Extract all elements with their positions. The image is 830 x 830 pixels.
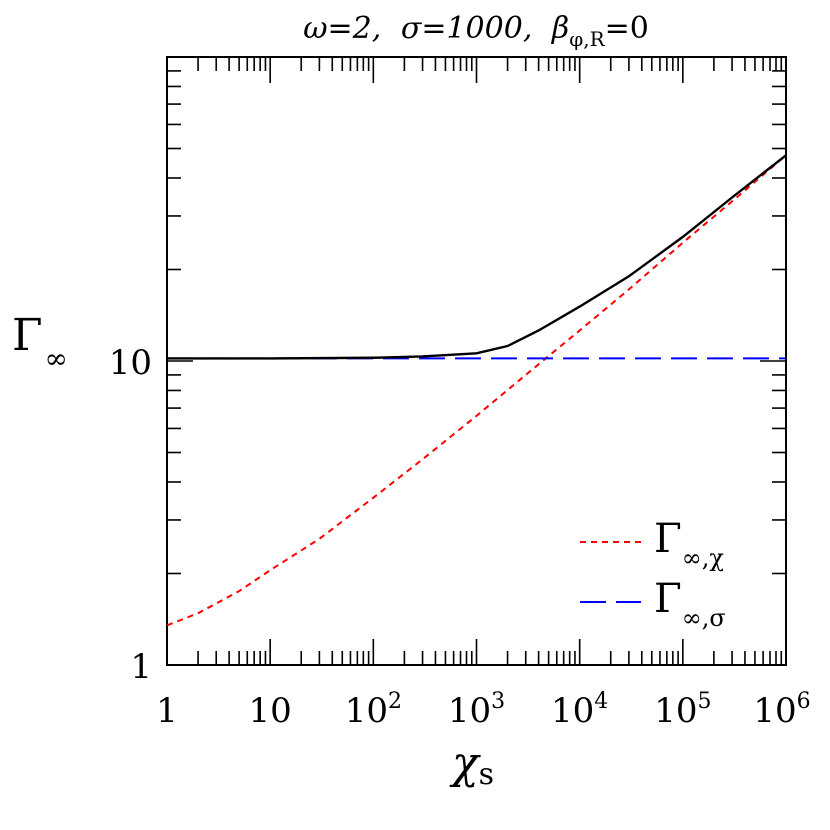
y-tick-label: 10 [109, 343, 152, 383]
y-axis-label: Γ∞ [12, 310, 68, 375]
y-tick-label: 1 [130, 647, 152, 687]
chart-title: ω=2, σ=1000, βφ,R=0 [303, 11, 649, 51]
x-tick-label: 1 [156, 691, 178, 731]
x-tick-label: 104 [551, 689, 608, 731]
x-tick-label: 103 [448, 689, 505, 731]
legend-label-gamma-chi: Γ∞,χ [654, 516, 724, 572]
x-tick-label: 10 [249, 691, 292, 731]
series-layer [166, 154, 787, 627]
axis-ticks [166, 56, 787, 666]
series-line-gamma-chi [166, 154, 787, 627]
series-line-total [167, 154, 787, 360]
legend-label-gamma-sigma: Γ∞,σ [654, 576, 726, 632]
x-axis-label: χs [449, 738, 494, 792]
plot-frame [166, 56, 787, 666]
legend: Γ∞,χ Γ∞,σ [580, 516, 726, 632]
tick-labels: 1 10 102 103 104 105 106 1 10 [109, 343, 811, 731]
x-tick-label: 105 [654, 689, 711, 731]
x-tick-label: 106 [753, 689, 810, 731]
x-tick-label: 102 [345, 689, 402, 731]
